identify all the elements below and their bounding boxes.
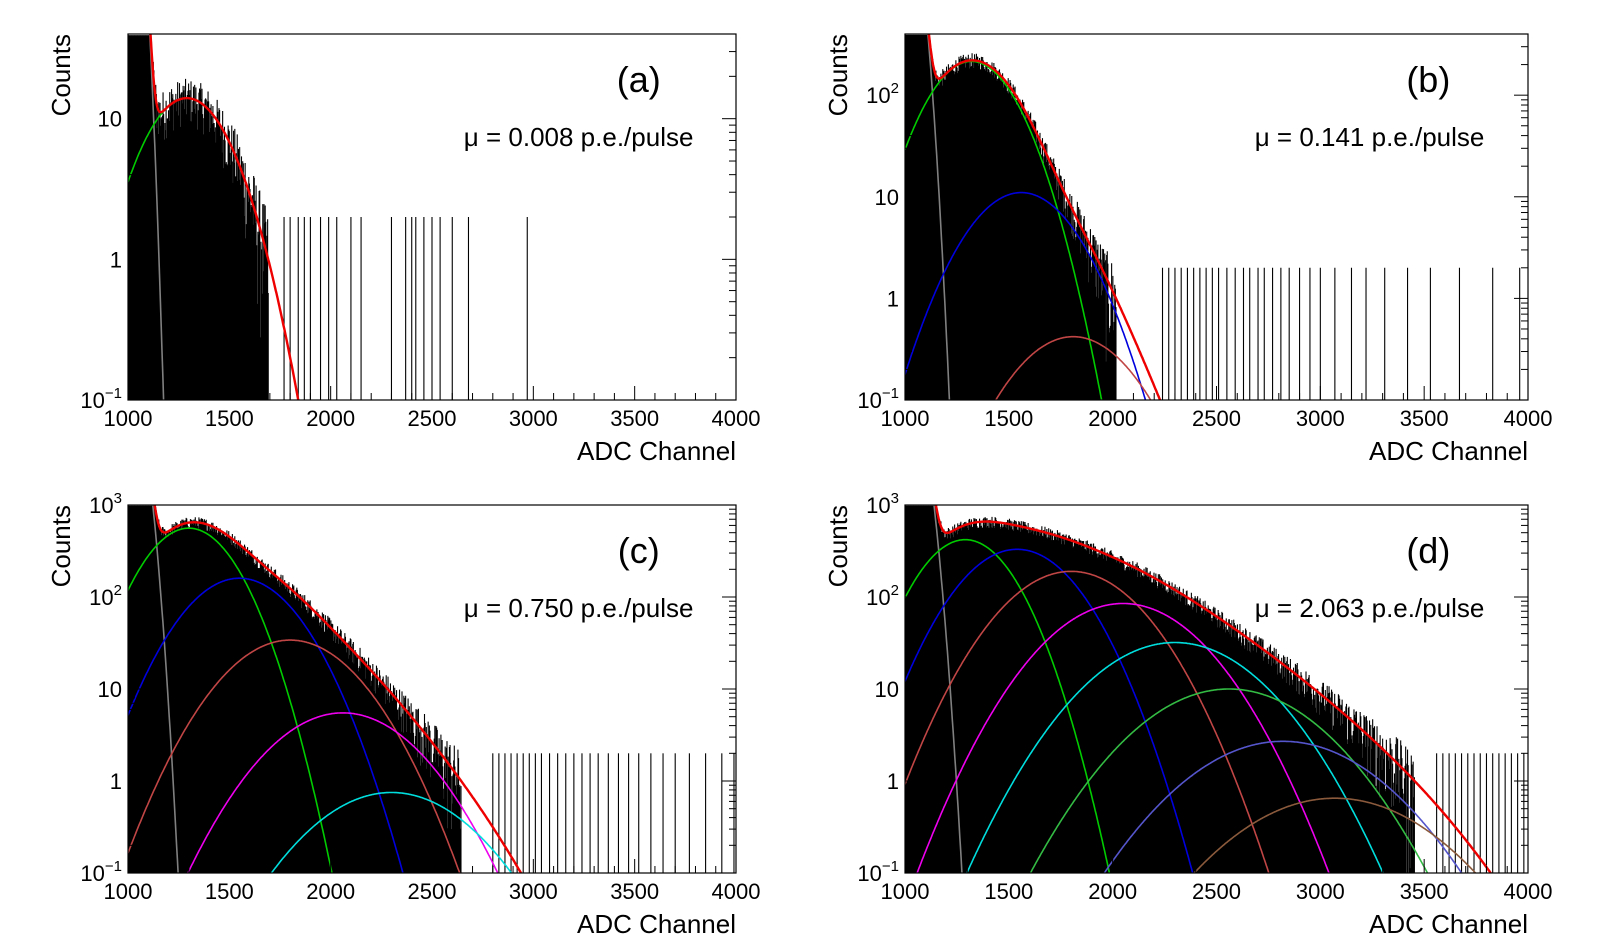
series-3-p-e	[994, 335, 1152, 400]
x-tick-label: 2000	[1088, 879, 1137, 904]
y-tick-label: 10−1	[80, 858, 122, 886]
y-tick-label: 103	[866, 490, 899, 518]
panel-label: (c)	[618, 530, 660, 571]
series-5-p-e	[966, 641, 1384, 873]
y-axis-title: Counts	[46, 34, 76, 116]
x-tick-label: 4000	[1504, 879, 1553, 904]
y-tick-label: 103	[89, 490, 122, 518]
y-tick-label: 1	[110, 247, 122, 272]
y-tick-label: 102	[866, 582, 899, 610]
x-tick-label: 2500	[408, 406, 457, 431]
x-tick-label: 1500	[205, 406, 254, 431]
y-tick-label: 10	[875, 185, 899, 210]
panel-label: (b)	[1406, 59, 1450, 100]
x-axis-title: ADC Channel	[1369, 909, 1528, 939]
x-tick-label: 3500	[610, 879, 659, 904]
x-tick-label: 4000	[712, 406, 761, 431]
x-tick-label: 2000	[306, 879, 355, 904]
y-tick-label: 10−1	[857, 858, 899, 886]
x-tick-label: 3500	[1400, 879, 1449, 904]
series-5-p-e	[270, 791, 513, 873]
series-4-p-e	[916, 602, 1330, 873]
x-tick-label: 2500	[1192, 406, 1241, 431]
x-tick-label: 1000	[104, 406, 153, 431]
x-tick-label: 3500	[1400, 406, 1449, 431]
y-axis-title: Counts	[46, 505, 76, 587]
x-tick-label: 1500	[984, 406, 1033, 431]
series-3-p-e	[905, 570, 1270, 873]
x-tick-label: 2000	[306, 406, 355, 431]
panel-b: 1000 1500 2000 2500 3000 3500 4000 10−1 1 10 102 AD…	[823, 33, 1553, 466]
panel-d: 1000 1500 2000 2500 3000 3500 4000 10−1 1 10 102 10…	[823, 490, 1553, 939]
plot-area	[128, 34, 528, 400]
x-tick-label: 1000	[881, 879, 930, 904]
y-tick-label: 10	[875, 677, 899, 702]
panel-a: 1000 1500 2000 2500 3000 3500 4000 10−1 1 10 ADC C…	[46, 33, 761, 466]
y-tick-label: 102	[866, 80, 899, 108]
x-tick-label: 2500	[1192, 879, 1241, 904]
x-tick-label: 1500	[205, 879, 254, 904]
series-2-p-e	[905, 191, 1147, 400]
series-7-p-e	[1103, 740, 1463, 873]
total-fit-curve	[153, 505, 523, 873]
x-tick-label: 1500	[984, 879, 1033, 904]
series-2-p-e	[128, 577, 404, 873]
mu-annotation: μ = 2.063 p.e./pulse	[1255, 593, 1485, 623]
y-tick-label: 10−1	[857, 385, 899, 413]
x-tick-label: 3000	[1296, 879, 1345, 904]
total-fit-curve	[927, 34, 1162, 400]
series-pedestal	[927, 34, 951, 400]
mu-annotation: μ = 0.008 p.e./pulse	[464, 122, 694, 152]
x-tick-label: 3000	[1296, 406, 1345, 431]
y-tick-label: 1	[887, 769, 899, 794]
x-tick-label: 2000	[1088, 406, 1137, 431]
series-1-p-e	[905, 60, 1103, 400]
x-tick-label: 1000	[881, 406, 930, 431]
series-pedestal	[149, 34, 165, 400]
plot-area	[128, 505, 735, 873]
series-1-p-e	[905, 538, 1111, 873]
x-tick-label: 2500	[408, 879, 457, 904]
series-pedestal	[933, 505, 963, 873]
y-tick-label: 10	[98, 107, 122, 132]
y-tick-label: 10−1	[80, 385, 122, 413]
total-fit-curve	[149, 34, 300, 400]
x-axis-title: ADC Channel	[577, 436, 736, 466]
series-6-p-e	[1029, 688, 1429, 873]
series-3-p-e	[128, 639, 461, 873]
x-tick-label: 4000	[712, 879, 761, 904]
plot-area	[905, 34, 1521, 400]
series-1-p-e	[128, 527, 333, 873]
series-8-p-e	[1193, 797, 1477, 873]
x-tick-label: 4000	[1504, 406, 1553, 431]
y-axis-title: Counts	[823, 34, 853, 116]
mu-annotation: μ = 0.141 p.e./pulse	[1255, 122, 1485, 152]
plot-area	[905, 505, 1525, 873]
mu-annotation: μ = 0.750 p.e./pulse	[464, 593, 694, 623]
series-4-p-e	[187, 712, 499, 873]
y-tick-label: 10	[98, 677, 122, 702]
x-axis-title: ADC Channel	[1369, 436, 1528, 466]
x-tick-label: 1000	[104, 879, 153, 904]
x-axis-title: ADC Channel	[577, 909, 736, 939]
y-tick-label: 1	[887, 286, 899, 311]
panel-c: 1000 1500 2000 2500 3000 3500 4000 10−1 1 10 102 10…	[46, 490, 761, 939]
x-tick-label: 3500	[610, 406, 659, 431]
total-fit-curve	[934, 505, 1493, 873]
y-axis-title: Counts	[823, 505, 853, 587]
x-tick-label: 3000	[509, 406, 558, 431]
panel-label: (d)	[1406, 530, 1450, 571]
y-tick-label: 1	[110, 769, 122, 794]
y-tick-label: 102	[89, 582, 122, 610]
panel-label: (a)	[617, 59, 661, 100]
series-pedestal	[151, 505, 179, 873]
series-2-p-e	[905, 548, 1194, 873]
x-tick-label: 3000	[509, 879, 558, 904]
